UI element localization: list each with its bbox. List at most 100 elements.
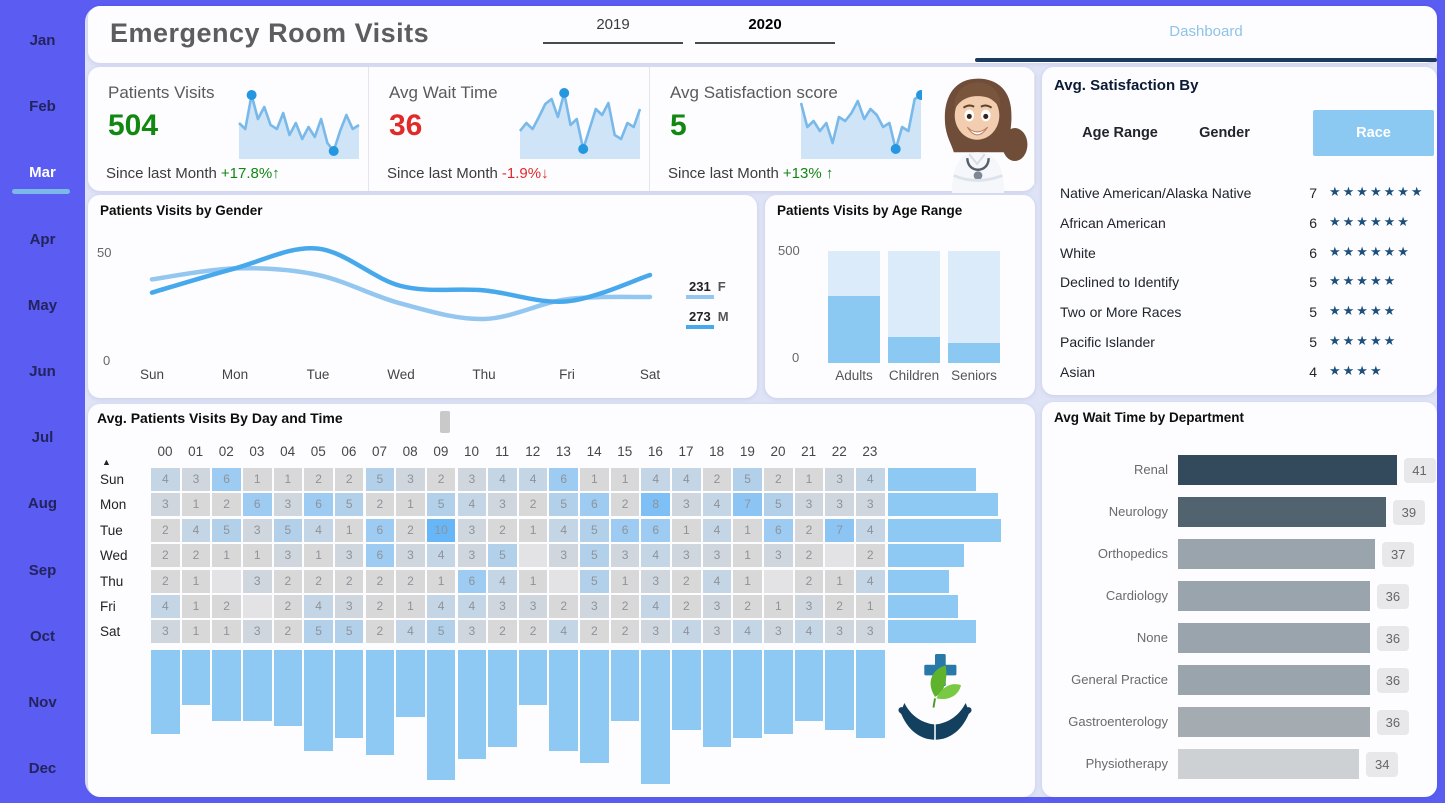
heatmap-cell[interactable]: 4	[304, 595, 333, 618]
heatmap-cell[interactable]: 2	[365, 493, 395, 517]
heatmap-cell[interactable]: 2	[396, 569, 425, 593]
column-total-bar-21[interactable]	[794, 650, 824, 722]
legend-item-f[interactable]: 231 F	[686, 279, 726, 299]
tab-dashboard[interactable]: Dashboard	[975, 6, 1437, 63]
heatmap-cell[interactable]: 3	[549, 544, 579, 568]
heatmap-cell[interactable]: 6	[641, 518, 670, 542]
heatmap-cell[interactable]: 4	[488, 569, 517, 593]
heatmap-cell[interactable]: 3	[457, 544, 487, 568]
heatmap-cell[interactable]: 6	[580, 493, 609, 517]
heatmap-cell[interactable]: 3	[855, 493, 885, 517]
hour-header-04[interactable]: 04	[280, 444, 296, 459]
heatmap-cell[interactable]: 7	[733, 493, 762, 517]
age-bar-track-children[interactable]	[888, 251, 940, 363]
heatmap-cell[interactable]	[242, 595, 272, 618]
heatmap-cell[interactable]: 6	[365, 518, 395, 542]
heatmap-cell[interactable]: 1	[304, 544, 333, 568]
heatmap-cell[interactable]: 3	[702, 595, 732, 618]
column-total-bar-03[interactable]	[242, 650, 272, 722]
heatmap-cell[interactable]: 6	[304, 493, 333, 517]
heatmap-cell[interactable]: 1	[825, 569, 854, 593]
age-bar-fill-children[interactable]	[888, 337, 940, 363]
heatmap-cell[interactable]: 4	[641, 544, 670, 568]
column-total-bar-20[interactable]	[764, 650, 793, 734]
heatmap-cell[interactable]: 2	[794, 518, 824, 542]
hour-header-15[interactable]: 15	[617, 444, 633, 459]
sidebar-item-sep[interactable]: Sep	[28, 561, 57, 579]
sidebar-item-jul[interactable]: Jul	[31, 429, 54, 447]
heatmap-cell[interactable]: 1	[242, 468, 272, 491]
heatmap-cell[interactable]: 5	[580, 544, 609, 568]
heatmap-cell[interactable]: 1	[212, 620, 241, 644]
heatmap-cell[interactable]: 4	[855, 518, 885, 542]
heatmap-cell[interactable]: 2	[212, 493, 241, 517]
legend-item-m[interactable]: 273 M	[686, 309, 729, 329]
heatmap-cell[interactable]: 3	[764, 620, 793, 644]
heatmap-cell[interactable]: 1	[242, 544, 272, 568]
hour-header-13[interactable]: 13	[555, 444, 571, 459]
heatmap-cell[interactable]: 3	[457, 468, 487, 491]
sidebar-item-apr[interactable]: Apr	[29, 230, 56, 248]
heatmap-cell[interactable]: 4	[396, 620, 425, 644]
heatmap-cell[interactable]: 3	[794, 493, 824, 517]
heatmap-cell[interactable]: 3	[151, 620, 180, 644]
heatmap-cell[interactable]: 2	[365, 595, 395, 618]
heatmap-cell[interactable]: 3	[702, 544, 732, 568]
heatmap-cell[interactable]: 1	[212, 544, 241, 568]
heatmap-cell[interactable]: 4	[151, 595, 180, 618]
heatmap-cell[interactable]: 3	[273, 544, 303, 568]
sidebar-item-oct[interactable]: Oct	[29, 627, 55, 645]
hour-header-02[interactable]: 02	[218, 444, 234, 459]
heatmap-cell[interactable]: 6	[610, 518, 640, 542]
tab-race[interactable]: Race	[1313, 110, 1434, 156]
heatmap-cell[interactable]: 3	[518, 595, 548, 618]
heatmap-cell[interactable]: 4	[672, 620, 701, 644]
heatmap-cell[interactable]: 4	[426, 544, 456, 568]
heatmap-cell[interactable]: 2	[334, 569, 364, 593]
heatmap-cell[interactable]: 4	[794, 620, 824, 644]
heatmap-cell[interactable]: 5	[304, 620, 333, 644]
heatmap-cell[interactable]: 3	[641, 569, 670, 593]
heatmap-cell[interactable]: 2	[610, 620, 640, 644]
heatmap-cell[interactable]: 5	[426, 620, 456, 644]
year-tab-2020[interactable]: 2020	[695, 16, 835, 44]
heatmap-cell[interactable]: 4	[702, 493, 732, 517]
heatmap-cell[interactable]: 3	[242, 620, 272, 644]
age-bar-track-seniors[interactable]	[948, 251, 1000, 363]
hour-header-21[interactable]: 21	[801, 444, 817, 459]
heatmap-cell[interactable]: 1	[580, 468, 609, 491]
hour-header-01[interactable]: 01	[188, 444, 204, 459]
heatmap-cell[interactable]: 2	[794, 544, 824, 568]
heatmap-cell[interactable]: 1	[426, 569, 456, 593]
heatmap-cell[interactable]: 2	[396, 518, 425, 542]
gender-lines[interactable]	[88, 195, 757, 398]
heatmap-cell[interactable]: 3	[764, 544, 793, 568]
heatmap-cell[interactable]: 3	[457, 620, 487, 644]
column-total-bar-16[interactable]	[641, 650, 670, 785]
column-total-bar-11[interactable]	[488, 650, 517, 747]
heatmap-cell[interactable]: 2	[488, 518, 517, 542]
heatmap-cell[interactable]: 2	[610, 595, 640, 618]
heatmap-cell[interactable]: 4	[457, 595, 487, 618]
heatmap-cell[interactable]: 2	[518, 493, 548, 517]
heatmap-cell[interactable]: 3	[825, 493, 854, 517]
heatmap-cell[interactable]: 3	[242, 569, 272, 593]
heatmap-cell[interactable]: 4	[488, 468, 517, 491]
heatmap-cell[interactable]: 1	[181, 569, 211, 593]
row-total-bar-wed[interactable]	[888, 544, 964, 568]
hour-header-23[interactable]: 23	[862, 444, 878, 459]
heatmap-cell[interactable]: 4	[855, 468, 885, 491]
heatmap-cell[interactable]: 4	[733, 620, 762, 644]
heatmap-cell[interactable]	[764, 569, 793, 593]
heatmap-cell[interactable]: 3	[396, 468, 425, 491]
age-bar-track-adults[interactable]	[828, 251, 880, 363]
heatmap-cell[interactable]: 3	[825, 620, 854, 644]
heatmap-cell[interactable]: 1	[181, 595, 211, 618]
hour-header-03[interactable]: 03	[249, 444, 265, 459]
hour-header-10[interactable]: 10	[463, 444, 480, 459]
hour-header-20[interactable]: 20	[770, 444, 786, 459]
sidebar-item-aug[interactable]: Aug	[27, 495, 58, 513]
heatmap-cell[interactable]: 2	[273, 569, 303, 593]
heatmap-cell[interactable]: 4	[672, 468, 701, 491]
heatmap-cell[interactable]: 2	[304, 468, 333, 491]
